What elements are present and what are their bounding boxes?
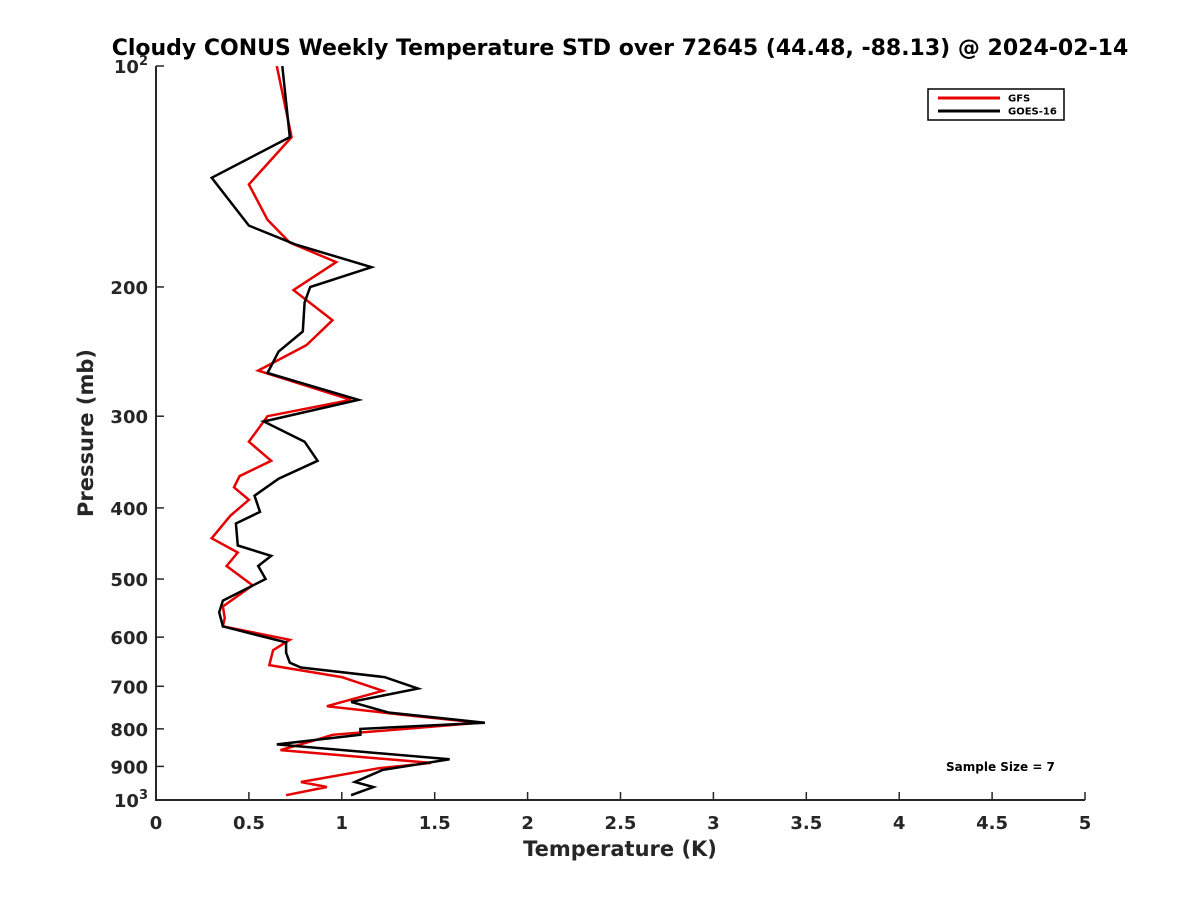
- y-tick-label: 200: [110, 278, 148, 299]
- series-layer: [209, 65, 486, 797]
- legend-label-goes16: GOES-16: [1008, 107, 1057, 118]
- x-tick-label: 4: [893, 813, 906, 834]
- y-tick-label: 900: [110, 757, 148, 778]
- series-line-goes16: [209, 65, 486, 797]
- x-tick-label: 2: [521, 813, 534, 834]
- y-tick-label: 800: [110, 720, 148, 741]
- x-tick-label: 5: [1079, 813, 1092, 834]
- legend: GFS GOES-16: [927, 88, 1065, 121]
- y-tick-label: 500: [110, 570, 148, 591]
- y-tick-label: 700: [110, 677, 148, 698]
- x-tick-label: 0: [150, 813, 163, 834]
- y-tick-label: 600: [110, 628, 148, 649]
- y-tick-label: 300: [110, 407, 148, 428]
- x-ticks: 0 0.5 1 1.5 2 2.5 3 3.5 4 4.5 5: [150, 792, 1092, 834]
- x-tick-label: 1.5: [419, 813, 451, 834]
- x-tick-label: 4.5: [976, 813, 1008, 834]
- chart-title: Cloudy CONUS Weekly Temperature STD over…: [112, 36, 1129, 61]
- x-tick-label: 0.5: [233, 813, 265, 834]
- x-tick-label: 3.5: [790, 813, 822, 834]
- plot-area: 0 0.5 1 1.5 2 2.5 3 3.5 4 4.5 5 102 200 300 400 500 600…: [110, 54, 1091, 834]
- legend-box: [927, 88, 1065, 121]
- y-ticks: 102 200 300 400 500 600 700 800 900 103: [110, 54, 164, 812]
- sample-size-annotation: Sample Size = 7: [946, 760, 1055, 774]
- legend-label-gfs: GFS: [1008, 94, 1030, 105]
- x-tick-label: 1: [336, 813, 349, 834]
- y-axis-label: Pressure (mb): [74, 349, 98, 517]
- series-line-gfs: [209, 65, 480, 797]
- y-tick-label: 103: [114, 788, 148, 812]
- x-tick-label: 2.5: [605, 813, 637, 834]
- y-tick-label: 102: [114, 54, 148, 78]
- x-axis-label: Temperature (K): [523, 837, 717, 861]
- x-tick-label: 3: [707, 813, 720, 834]
- y-tick-label: 400: [110, 499, 148, 520]
